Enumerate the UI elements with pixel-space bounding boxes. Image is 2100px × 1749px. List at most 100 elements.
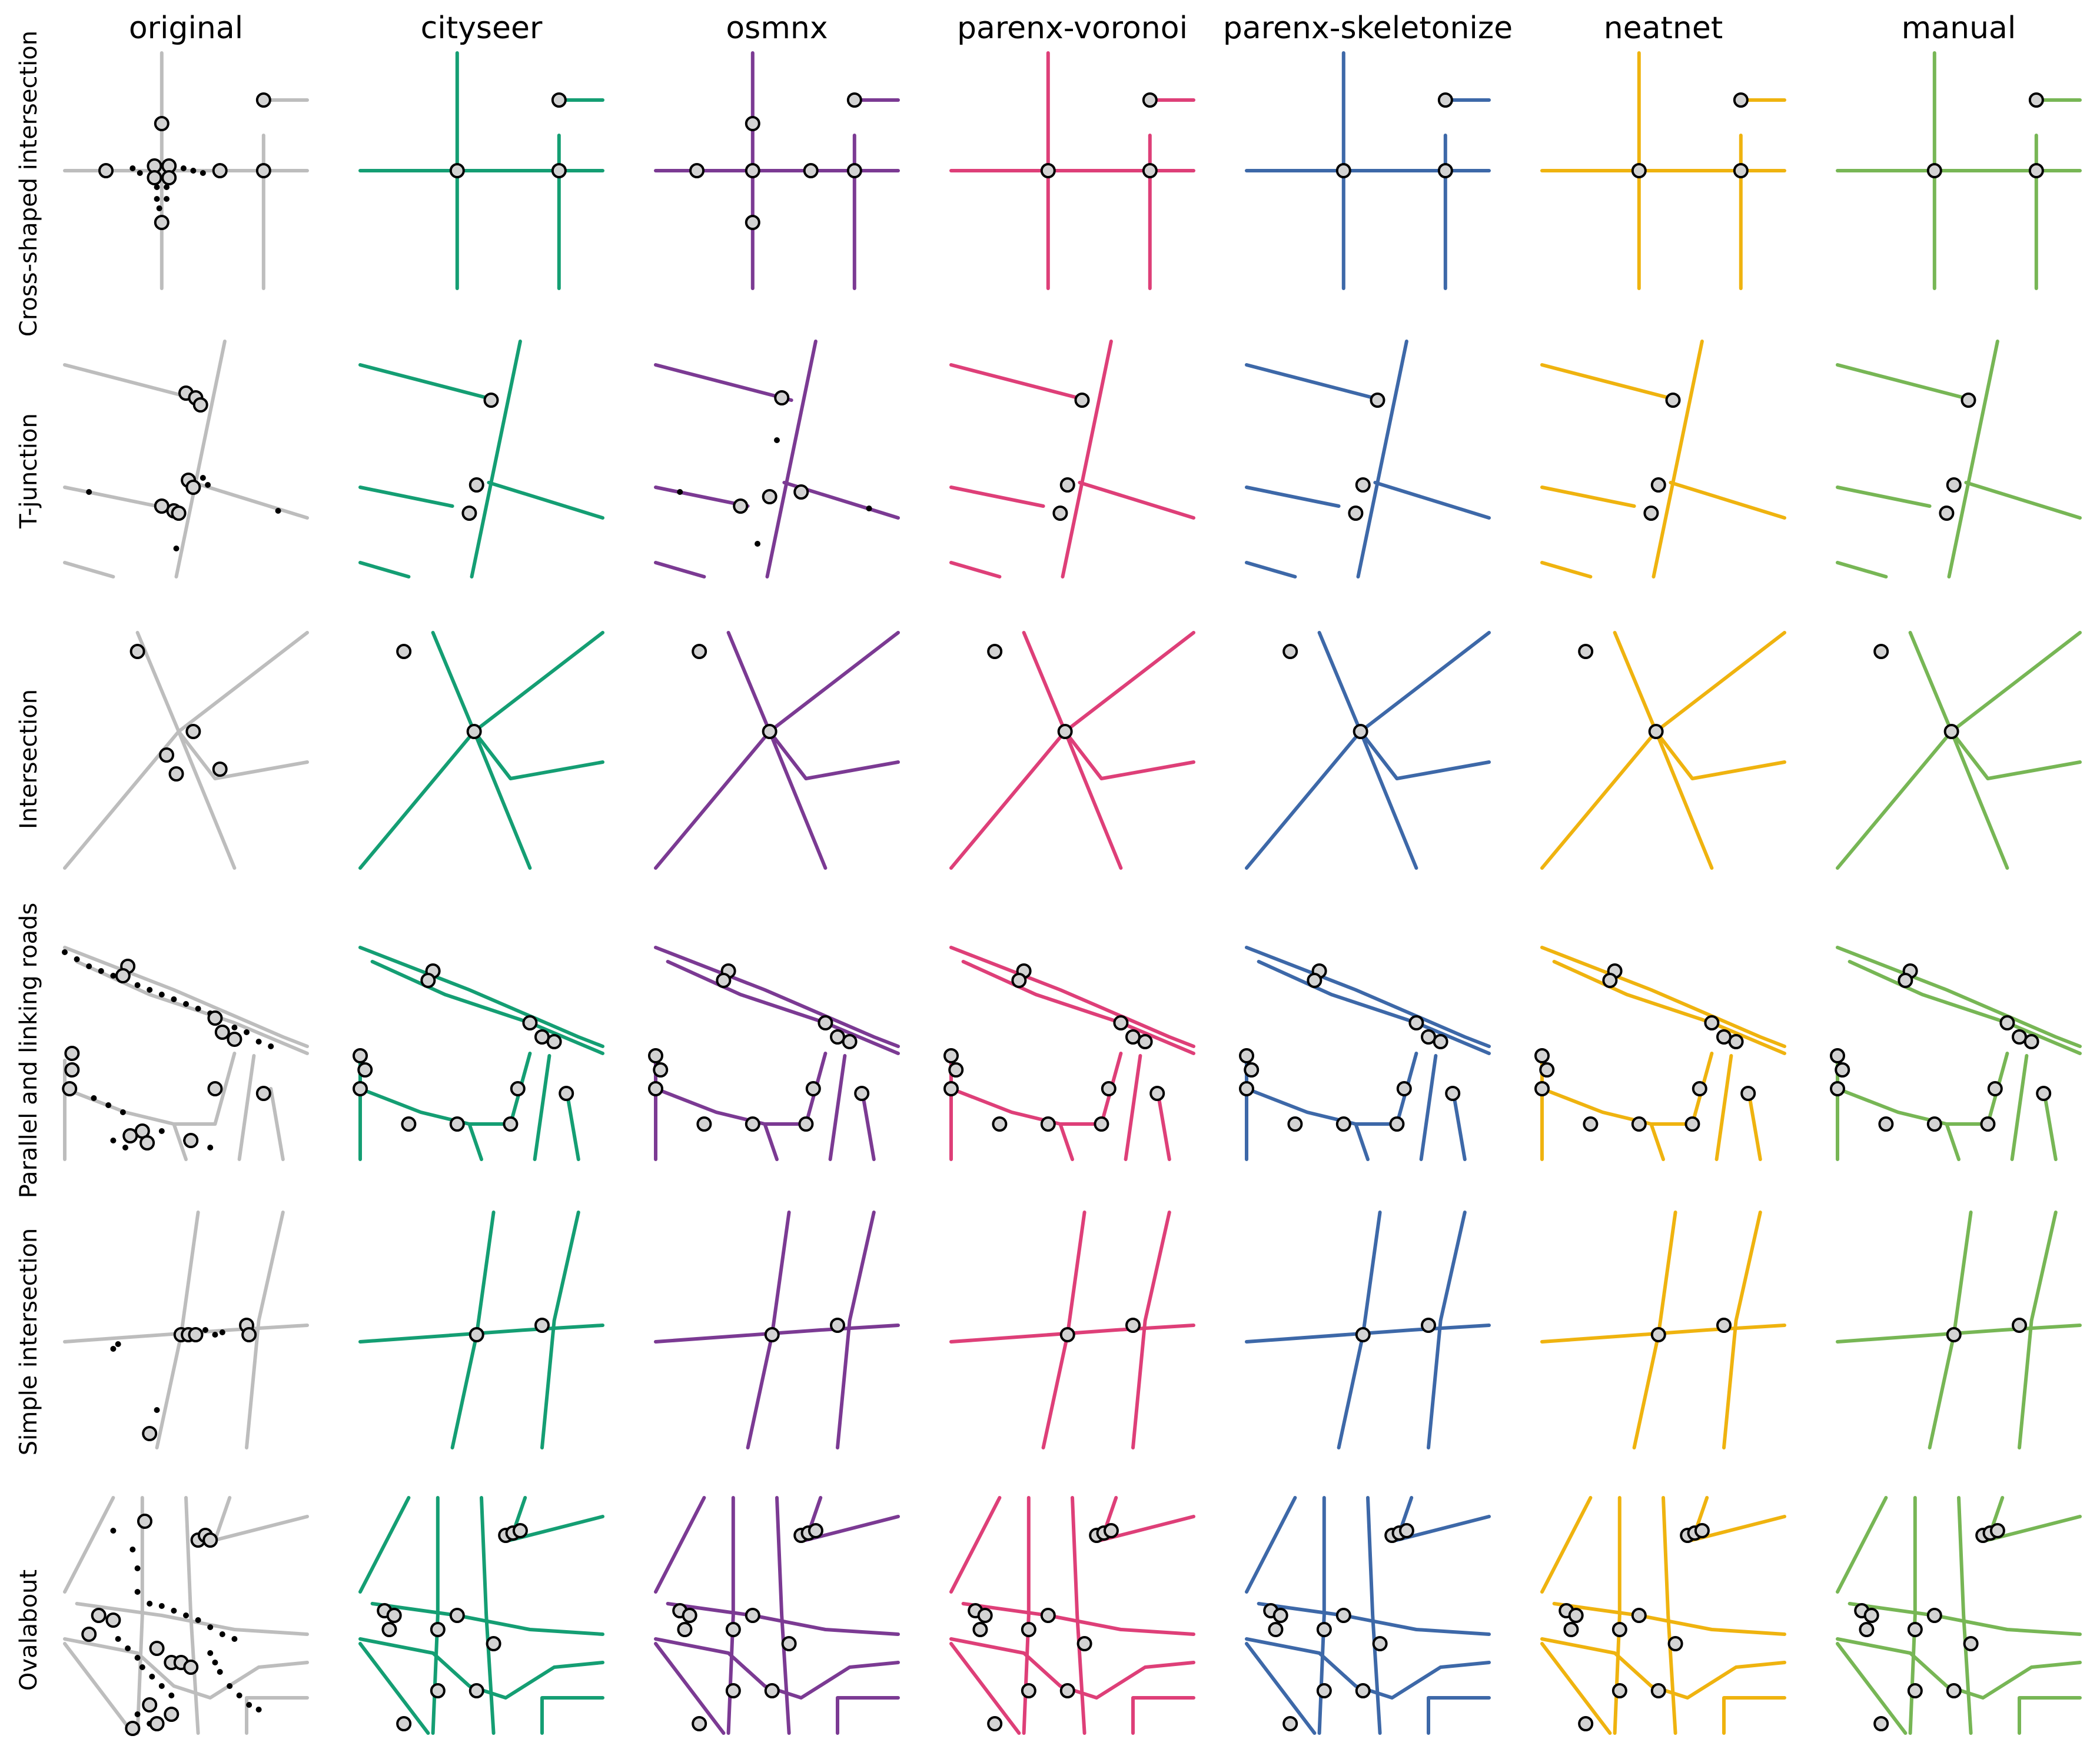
road-line xyxy=(1124,1054,1142,1161)
node-point xyxy=(396,1716,412,1731)
road-line xyxy=(654,730,772,870)
road-line xyxy=(654,1324,900,1344)
road-line xyxy=(2018,1696,2082,1735)
vertex-point xyxy=(866,506,872,511)
panel-ovalabout-manual xyxy=(1836,1496,2082,1735)
node-point xyxy=(762,724,777,739)
road-line xyxy=(775,1496,791,1735)
node-point xyxy=(725,1683,741,1698)
node-point xyxy=(64,1062,80,1078)
node-point xyxy=(430,1622,446,1637)
road-line xyxy=(1540,1052,1714,1126)
panel-intersection-parenx-voronoi xyxy=(949,631,1195,870)
node-point xyxy=(1907,1622,1923,1637)
node-point xyxy=(1539,1062,1555,1078)
node-point xyxy=(91,1608,107,1623)
node-point xyxy=(1631,1116,1647,1132)
vertex-point xyxy=(171,1608,177,1614)
vertex-point xyxy=(110,1346,117,1352)
panel-simple-intersection-parenx-voronoi xyxy=(949,1211,1195,1449)
road-line xyxy=(1964,481,2082,520)
node-point xyxy=(1898,973,1913,988)
road-line xyxy=(213,1515,309,1542)
node-point xyxy=(430,1683,446,1698)
node-point xyxy=(1244,1062,1260,1078)
road-line xyxy=(1071,1496,1086,1735)
node-point xyxy=(255,92,271,108)
vertex-point xyxy=(105,1102,112,1108)
node-point xyxy=(154,215,170,230)
road-line xyxy=(472,631,604,733)
road-line xyxy=(63,1496,115,1594)
panel-cross-shaped-intersection-parenx-skeletonize xyxy=(1245,51,1491,290)
road-line xyxy=(467,1122,483,1161)
node-point xyxy=(161,170,177,185)
road-line xyxy=(765,340,818,578)
road-line xyxy=(1022,631,1067,733)
vertex-point xyxy=(200,475,206,481)
road-line xyxy=(1245,486,1341,508)
vertex-point xyxy=(212,1332,218,1338)
node-point xyxy=(468,1683,484,1698)
road-line xyxy=(1949,730,2082,780)
panel-parallel-and-linking-roads-neatnet xyxy=(1534,946,1786,1161)
panel-t-junction-osmnx xyxy=(654,340,900,578)
panel-parallel-and-linking-roads-manual xyxy=(1830,946,2082,1161)
vertex-point xyxy=(86,963,92,969)
node-point xyxy=(353,1081,368,1096)
column-title-original: original xyxy=(129,11,243,46)
road-line xyxy=(509,1515,604,1542)
panel-intersection-original xyxy=(63,631,309,870)
vertex-point xyxy=(110,973,117,979)
node-point xyxy=(510,1081,526,1096)
node-point xyxy=(1946,477,1962,493)
vertex-point xyxy=(98,968,104,974)
column-title-osmnx: osmnx xyxy=(726,11,828,46)
node-point xyxy=(1437,163,1453,178)
vertex-point xyxy=(147,1601,153,1607)
node-point xyxy=(1353,724,1368,739)
vertex-point xyxy=(200,170,206,176)
road-line xyxy=(177,730,237,870)
road-line xyxy=(63,1324,309,1344)
road-line xyxy=(1722,1211,1762,1449)
vertex-point xyxy=(244,1029,250,1035)
row-label-intersection: Intersection xyxy=(15,689,42,829)
node-point xyxy=(207,1010,223,1026)
road-line xyxy=(1949,631,2082,733)
vertex-point xyxy=(677,489,683,495)
row-label-parallel-and-linking-roads: Parallel and linking roads xyxy=(15,903,42,1199)
node-point xyxy=(468,477,484,493)
node-point xyxy=(1040,1116,1056,1132)
node-point xyxy=(1987,1081,2003,1096)
vertex-point xyxy=(154,184,160,190)
row-label-t-junction: T-junction xyxy=(15,413,42,529)
node-point xyxy=(1583,1116,1599,1132)
node-point xyxy=(1694,1523,1710,1538)
node-point xyxy=(1733,163,1749,178)
road-line xyxy=(1131,1696,1195,1735)
node-point xyxy=(466,724,482,739)
node-point xyxy=(183,1133,199,1148)
road-line xyxy=(1836,1642,1908,1735)
panel-cross-shaped-intersection-parenx-voronoi xyxy=(949,51,1195,290)
node-point xyxy=(62,1081,78,1096)
node-point xyxy=(1239,1048,1254,1063)
road-line xyxy=(63,946,309,1048)
node-point xyxy=(164,1707,180,1722)
node-point xyxy=(1421,1318,1436,1333)
panel-ovalabout-neatnet xyxy=(1540,1496,1786,1735)
road-line xyxy=(184,1496,200,1735)
node-point xyxy=(1059,1683,1075,1698)
road-line xyxy=(1957,1496,1973,1735)
vertex-point xyxy=(774,437,780,443)
vertex-point xyxy=(134,982,141,988)
road-line xyxy=(1245,363,1384,402)
road-line xyxy=(763,1122,779,1161)
vertex-point xyxy=(202,1327,208,1333)
node-point xyxy=(1631,1608,1647,1623)
node-point xyxy=(1728,1034,1744,1049)
panel-simple-intersection-manual xyxy=(1836,1211,2082,1449)
node-point xyxy=(1040,1608,1056,1623)
vertex-point xyxy=(255,1707,262,1713)
